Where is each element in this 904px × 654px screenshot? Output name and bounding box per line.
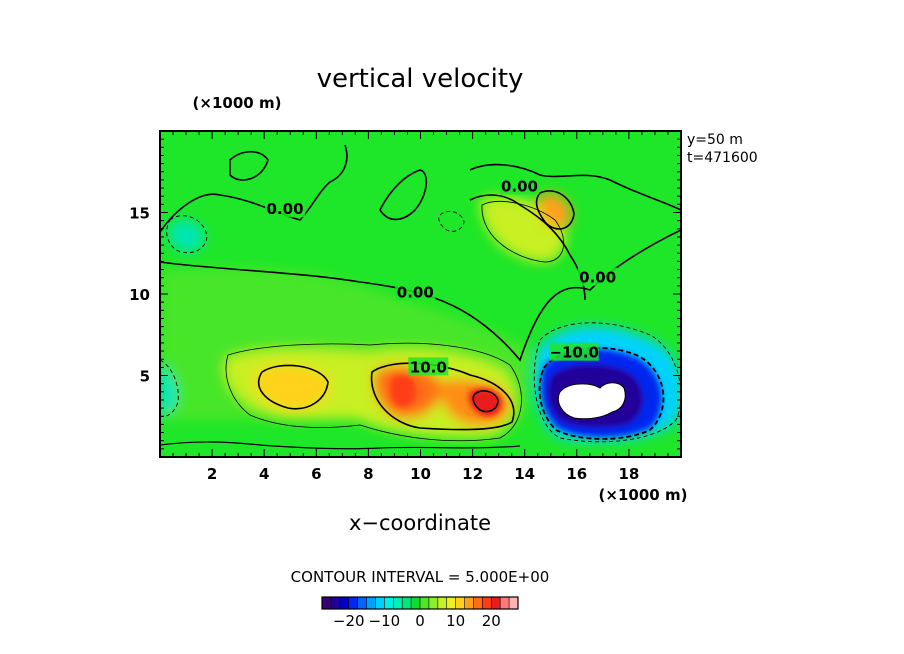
contour-interval-text: CONTOUR INTERVAL = 5.000E+00	[291, 568, 550, 586]
colorbar-swatch	[437, 597, 448, 609]
colorbar-swatch	[464, 597, 474, 609]
chart-title: vertical velocity	[317, 64, 524, 94]
colorbar-swatch	[393, 597, 403, 609]
contour-label-bg	[395, 282, 436, 301]
contour-20-core	[472, 390, 499, 413]
colorbar-swatch	[330, 597, 341, 609]
left-edge-blue-patch	[160, 365, 177, 415]
contour-label: 0.00	[267, 200, 304, 218]
contour-neg10	[538, 347, 665, 440]
x-tick-label: 12	[462, 465, 483, 483]
colorbar-tick-label: −10	[369, 612, 401, 630]
updraft-core-mid-peak	[390, 375, 417, 407]
contour-label: 0.00	[397, 283, 434, 301]
zero-contour-top	[160, 144, 348, 233]
colorbar-tick-label: 20	[482, 612, 501, 630]
y-tick-label: 15	[129, 205, 150, 223]
upper-left-blue-patch	[168, 219, 205, 252]
contour-labels: 0.00 0.00 0.00 0.00 10.0 −10.0	[265, 176, 618, 376]
colorbar-tick-label: 0	[415, 612, 425, 630]
colorbar-tick-label: −20	[333, 612, 365, 630]
contour-label-bg	[408, 357, 449, 376]
contour-label-bg	[499, 176, 540, 195]
x-tick-label: 18	[618, 465, 639, 483]
x-tick-label: 8	[363, 465, 373, 483]
axes: 2 4 6 8 10 12 14 16 18 5 10 15	[129, 131, 681, 483]
colorbar-swatch	[348, 597, 358, 609]
x-tick-label: 4	[259, 465, 269, 483]
contour-neg-upper-left	[166, 215, 208, 254]
contour-lines	[160, 144, 681, 450]
x-tick-label: 10	[410, 465, 431, 483]
colorbar-swatch	[411, 597, 421, 609]
contour-label: 0.00	[501, 177, 538, 195]
y-tick-label: 5	[140, 368, 150, 386]
contour-neg-upper-mid	[438, 211, 465, 232]
colorbar-swatch	[420, 597, 430, 609]
y-tick-label: 10	[129, 286, 150, 304]
contour-label: −10.0	[549, 344, 599, 362]
velocity-field: 0.00 0.00 0.00 0.00 10.0 −10.0	[160, 131, 681, 457]
zero-contour-lower	[160, 441, 521, 450]
x-tick-label: 16	[566, 465, 587, 483]
colorbar-swatch	[339, 597, 350, 609]
colorbar-swatch	[500, 597, 510, 609]
colorbar-swatch	[428, 597, 439, 609]
colorbar-tick-label: 10	[446, 612, 465, 630]
x-tick-label: 14	[514, 465, 535, 483]
info-y-position: y=50 m	[687, 132, 743, 148]
contour-10-west	[257, 364, 329, 410]
colorbar-swatch	[482, 597, 492, 609]
y-axis-unit: (×1000 m)	[193, 94, 282, 112]
colorbar-swatch	[402, 597, 412, 609]
colorbar-swatch	[322, 597, 332, 609]
x-axis-unit: (×1000 m)	[599, 486, 688, 504]
missing-data-region	[557, 382, 626, 420]
zero-contour-top-right	[379, 163, 681, 221]
colorbar-swatch	[366, 597, 376, 609]
contour-label: 10.0	[410, 358, 447, 376]
contour-label-bg	[549, 342, 599, 361]
info-time: t=471600	[687, 150, 758, 166]
colorbar-swatch	[473, 597, 483, 609]
contour-5-left	[225, 342, 522, 442]
colorbar-swatch	[357, 597, 367, 609]
colorbar-swatch	[375, 597, 385, 609]
x-axis-label: x−coordinate	[349, 511, 491, 535]
contour-label-bg	[577, 267, 618, 286]
colorbar-swatch	[384, 597, 394, 609]
colorbar: −20 −10 0 10 20	[321, 596, 519, 630]
contour-label-bg	[265, 199, 306, 218]
colorbar-swatch	[446, 597, 456, 609]
updraft-core-west	[254, 365, 330, 411]
x-tick-label: 6	[311, 465, 321, 483]
contour-10-upper	[535, 190, 575, 230]
colorbar-swatch	[455, 597, 465, 609]
upper-updraft-core	[538, 192, 572, 229]
contour-neg5	[533, 322, 681, 443]
colorbar-swatch	[491, 597, 501, 609]
contour-5-upper	[481, 201, 564, 263]
x-tick-label: 2	[207, 465, 217, 483]
colorbar-swatch	[509, 597, 519, 609]
contour-label: 0.00	[579, 269, 616, 287]
